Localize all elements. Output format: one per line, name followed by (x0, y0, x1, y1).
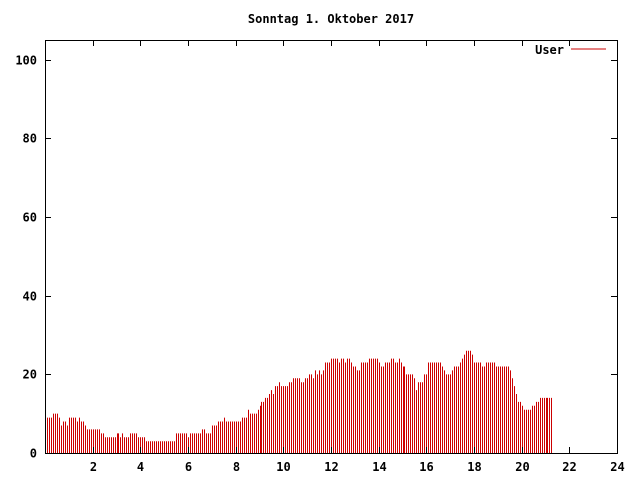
x-tick-label-2: 6 (185, 460, 192, 474)
y-tick-label-2: 40 (23, 290, 37, 304)
bars-group (45, 350, 552, 453)
y-tick-label-0: 0 (30, 447, 37, 461)
x-tick-label-10: 22 (562, 460, 576, 474)
y-tick-label-5: 100 (15, 54, 37, 68)
y-tick-label-3: 60 (23, 211, 37, 225)
x-tick-label-7: 16 (419, 460, 433, 474)
x-tick-label-3: 8 (233, 460, 240, 474)
y-tick-label-4: 80 (23, 132, 37, 146)
y-tick-label-1: 20 (23, 368, 37, 382)
legend: User (535, 43, 606, 57)
x-tick-label-9: 20 (515, 460, 529, 474)
x-tick-label-6: 14 (372, 460, 386, 474)
x-tick-label-8: 18 (467, 460, 481, 474)
legend-label-user: User (535, 43, 564, 57)
x-tick-label-0: 2 (90, 460, 97, 474)
chart-title: Sonntag 1. Oktober 2017 (248, 12, 414, 26)
x-tick-label-4: 10 (276, 460, 290, 474)
x-tick-label-5: 12 (324, 460, 338, 474)
x-tick-label-11: 24 (610, 460, 624, 474)
x-tick-label-1: 4 (137, 460, 144, 474)
